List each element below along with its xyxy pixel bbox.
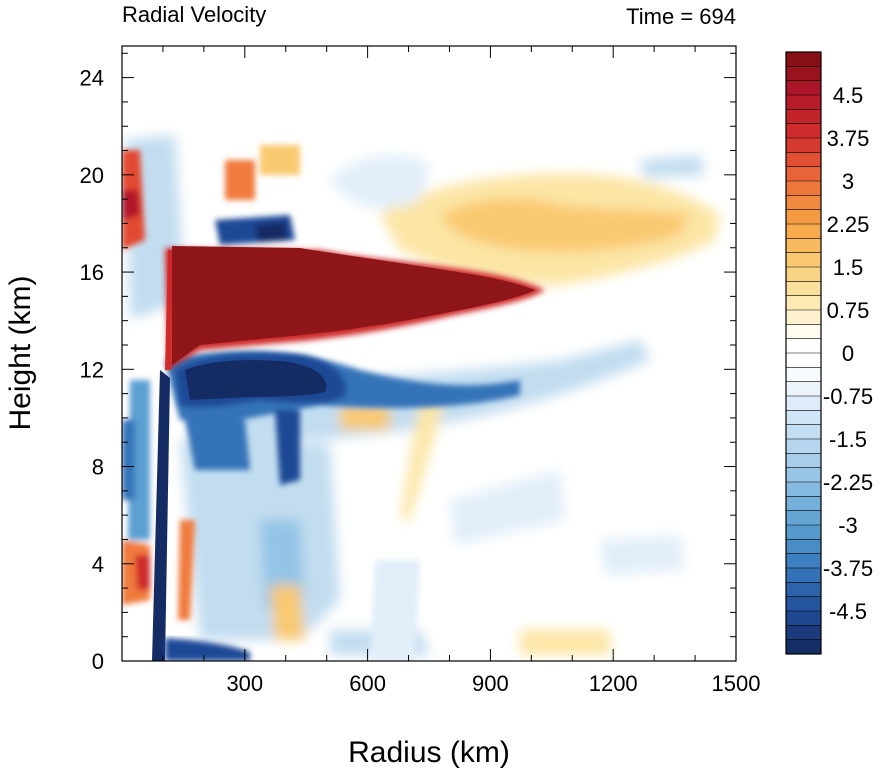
y-tick-label: 0 (92, 649, 104, 674)
colorbar-label: 0.75 (827, 298, 870, 323)
colorbar-box (786, 123, 821, 139)
x-axis-title: Radius (km) (348, 736, 510, 769)
colorbar-box (786, 338, 821, 354)
y-tick-label: 24 (80, 66, 104, 91)
colorbar-box (786, 482, 821, 497)
colorbar-label: 2.25 (827, 212, 870, 237)
colorbar-box (786, 209, 821, 225)
chart-title: Radial Velocity (122, 2, 266, 27)
x-tick-label: 600 (349, 671, 386, 696)
colorbar-box (786, 496, 821, 511)
y-tick-label: 20 (80, 163, 104, 188)
x-tick-label: 300 (226, 671, 263, 696)
x-tick-label: 900 (472, 671, 509, 696)
outflow-jet-core (172, 246, 535, 365)
colorbar-box (786, 367, 821, 382)
colorbar-box (786, 238, 821, 253)
colorbar-label: -2.25 (823, 470, 873, 495)
colorbar-label: 3.75 (827, 126, 870, 151)
colorbar-box (786, 109, 821, 124)
colorbar-label: 1.5 (833, 255, 864, 280)
colorbar-box (786, 152, 821, 167)
colorbar-box (786, 310, 821, 325)
colorbar-box (786, 424, 821, 440)
colorbar-label: 0 (842, 341, 854, 366)
colorbar-box (786, 52, 821, 67)
colorbar-box (786, 439, 821, 454)
colorbar-box (786, 582, 821, 597)
colorbar-label: 4.5 (833, 83, 864, 108)
colorbar-box (786, 138, 821, 153)
colorbar-box (786, 66, 821, 81)
colorbar-box (786, 453, 821, 468)
colorbar-box (786, 281, 821, 296)
colorbar-box (786, 596, 821, 612)
field-light-shading (125, 135, 720, 655)
colorbar-box (786, 324, 821, 339)
x-axis: 300 600 900 1200 1500 (121, 46, 761, 696)
colorbar: 4.5 3.75 3 2.25 1.5 0.75 0 -0.75 -1.5 -2.25 -3 -3.7… (785, 51, 873, 655)
colorbar-box (786, 611, 821, 626)
colorbar-label: -4.5 (829, 599, 867, 624)
colorbar-box (786, 353, 821, 368)
colorbar-label: 3 (842, 169, 854, 194)
colorbar-box (786, 252, 821, 268)
x-tick-label: 1200 (589, 671, 638, 696)
colorbar-frame (785, 51, 822, 655)
time-label: Time = 694 (626, 4, 736, 29)
y-tick-label: 12 (80, 357, 104, 382)
colorbar-label: -1.5 (829, 427, 867, 452)
colorbar-box (786, 166, 821, 182)
colorbar-box (786, 625, 821, 640)
y-tick-label: 16 (80, 260, 104, 285)
colorbar-box (786, 195, 821, 210)
colorbar-box (786, 639, 821, 655)
colorbar-box (786, 267, 821, 282)
colorbar-label: -3 (838, 513, 858, 538)
colorbar-label: -0.75 (823, 384, 873, 409)
plot-frame (121, 45, 737, 662)
y-tick-label: 8 (92, 455, 104, 480)
x-tick-label: 1500 (712, 671, 761, 696)
colorbar-box (786, 539, 821, 554)
colorbar-box (786, 295, 821, 311)
y-axis-title: Height (km) (4, 275, 37, 430)
plot-area (122, 46, 736, 661)
colorbar-box (786, 396, 821, 411)
colorbar-box (786, 80, 821, 96)
colorbar-box (786, 568, 821, 583)
colorbar-box (786, 181, 821, 196)
y-axis: 0 4 8 12 16 20 24 (80, 52, 736, 674)
colorbar-box (786, 525, 821, 540)
colorbar-box (786, 410, 821, 425)
colorbar-box (786, 381, 821, 397)
colorbar-box (786, 95, 821, 110)
colorbar-box (786, 467, 821, 483)
colorbar-box (786, 510, 821, 526)
colorbar-box (786, 224, 821, 239)
colorbar-box (786, 553, 821, 569)
eyewall-inflow (152, 370, 170, 661)
colorbar-label: -3.75 (823, 556, 873, 581)
y-tick-label: 4 (92, 552, 104, 577)
boundary-layer-inflow (165, 638, 250, 661)
